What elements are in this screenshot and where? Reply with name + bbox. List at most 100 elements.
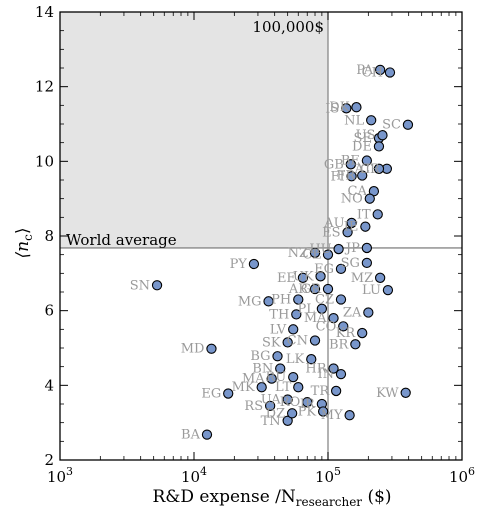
data-point bbox=[335, 294, 347, 305]
point-label: PA bbox=[356, 63, 374, 78]
world-average-annotation: World average bbox=[66, 231, 177, 249]
y-axis-title-subscript: c bbox=[21, 234, 35, 241]
point-label: ES bbox=[322, 225, 340, 240]
point-label: NO bbox=[341, 192, 363, 207]
y-tick-label: 6 bbox=[44, 302, 54, 320]
data-point bbox=[291, 309, 302, 320]
data-point bbox=[350, 339, 361, 350]
x-axis-title-subscript: researcher bbox=[296, 495, 363, 509]
point-label: CA bbox=[348, 184, 368, 199]
data-point bbox=[338, 321, 349, 332]
point-label: NZ bbox=[288, 246, 308, 261]
point-label: BG bbox=[250, 349, 270, 364]
point-label: CR bbox=[360, 162, 381, 177]
data-point bbox=[288, 371, 299, 383]
point-label: AT bbox=[354, 162, 373, 177]
data-point bbox=[317, 406, 329, 417]
point-label: KW bbox=[376, 386, 399, 401]
data-point bbox=[384, 67, 396, 78]
point-label: HU bbox=[309, 242, 331, 257]
data-point bbox=[373, 141, 385, 152]
point-label: NL bbox=[344, 113, 364, 128]
point-label: TH bbox=[269, 307, 289, 322]
point-label: CZ bbox=[315, 292, 334, 307]
data-point bbox=[364, 193, 375, 204]
data-point bbox=[293, 294, 304, 305]
point-label: LK bbox=[286, 352, 305, 367]
x-tick-label-exponent: 5 bbox=[334, 465, 341, 478]
data-point bbox=[366, 115, 377, 126]
data-point bbox=[151, 280, 163, 291]
data-point bbox=[293, 382, 304, 393]
point-label: BA bbox=[181, 428, 201, 443]
data-point bbox=[372, 209, 383, 220]
above-average-shaded-region bbox=[60, 12, 328, 248]
data-point bbox=[363, 307, 374, 318]
point-label: PK bbox=[298, 404, 317, 419]
data-point bbox=[400, 387, 411, 398]
data-point bbox=[335, 368, 347, 380]
data-point bbox=[322, 283, 334, 295]
data-point bbox=[256, 382, 267, 393]
data-point bbox=[351, 102, 362, 113]
x-tick-label-base: 10 bbox=[315, 468, 334, 486]
data-point bbox=[201, 429, 213, 440]
data-points bbox=[151, 64, 414, 440]
point-label: TR bbox=[311, 384, 331, 399]
data-point bbox=[357, 327, 368, 339]
point-label: IR bbox=[300, 397, 316, 412]
point-label: BR bbox=[329, 337, 350, 352]
x-tick-label-base: 10 bbox=[47, 468, 66, 486]
point-label: LT bbox=[275, 380, 292, 395]
data-point bbox=[328, 312, 339, 324]
point-label: DE bbox=[352, 139, 372, 154]
point-label: SC bbox=[382, 118, 401, 133]
x-tick-label-exponent: 3 bbox=[66, 465, 73, 478]
x-axis-ticks bbox=[59, 12, 463, 460]
data-point bbox=[288, 324, 299, 335]
x-tick-label: 104 bbox=[181, 465, 207, 486]
point-label: MA bbox=[242, 372, 265, 387]
point-label: MY bbox=[321, 408, 343, 423]
data-point bbox=[316, 303, 328, 314]
point-label: SK bbox=[262, 335, 281, 350]
point-label: IE bbox=[344, 220, 359, 235]
data-point bbox=[275, 363, 286, 374]
data-point bbox=[335, 263, 347, 275]
point-label: MK bbox=[232, 380, 255, 395]
y-tick-label: 4 bbox=[44, 376, 54, 394]
y-tick-label: 12 bbox=[35, 78, 54, 96]
x-axis-title-unit: ($) bbox=[362, 487, 391, 507]
point-label: FR bbox=[336, 169, 356, 184]
point-label: LU bbox=[362, 283, 381, 298]
data-point bbox=[345, 159, 356, 170]
data-point bbox=[206, 343, 217, 354]
point-label: TN bbox=[261, 414, 281, 429]
x-axis-title: R&D expense /Nresearcher ($) bbox=[152, 487, 391, 509]
data-point bbox=[223, 388, 234, 399]
data-point bbox=[342, 227, 353, 238]
data-point bbox=[374, 272, 386, 283]
point-label: IN bbox=[317, 367, 334, 382]
data-point bbox=[315, 271, 326, 282]
point-label: ZA bbox=[343, 306, 362, 321]
point-label: DZ bbox=[266, 406, 285, 421]
y-axis-title-end: ⟩ bbox=[13, 228, 33, 235]
point-label: AR bbox=[288, 282, 309, 297]
point-label: AU bbox=[323, 216, 344, 231]
point-label: RU bbox=[265, 370, 286, 385]
data-point bbox=[328, 363, 339, 374]
data-point bbox=[341, 103, 352, 114]
y-axis-title: ⟨nc⟩ bbox=[13, 228, 35, 259]
point-label: CO bbox=[316, 319, 337, 334]
point-label: UA bbox=[261, 393, 282, 408]
point-label: KR bbox=[336, 326, 357, 341]
data-point bbox=[361, 242, 373, 254]
x-tick-label-base: 10 bbox=[181, 468, 200, 486]
point-label: MG bbox=[238, 294, 262, 309]
point-label: MD bbox=[181, 342, 205, 357]
point-label: SE bbox=[354, 131, 372, 146]
data-point bbox=[266, 373, 277, 384]
